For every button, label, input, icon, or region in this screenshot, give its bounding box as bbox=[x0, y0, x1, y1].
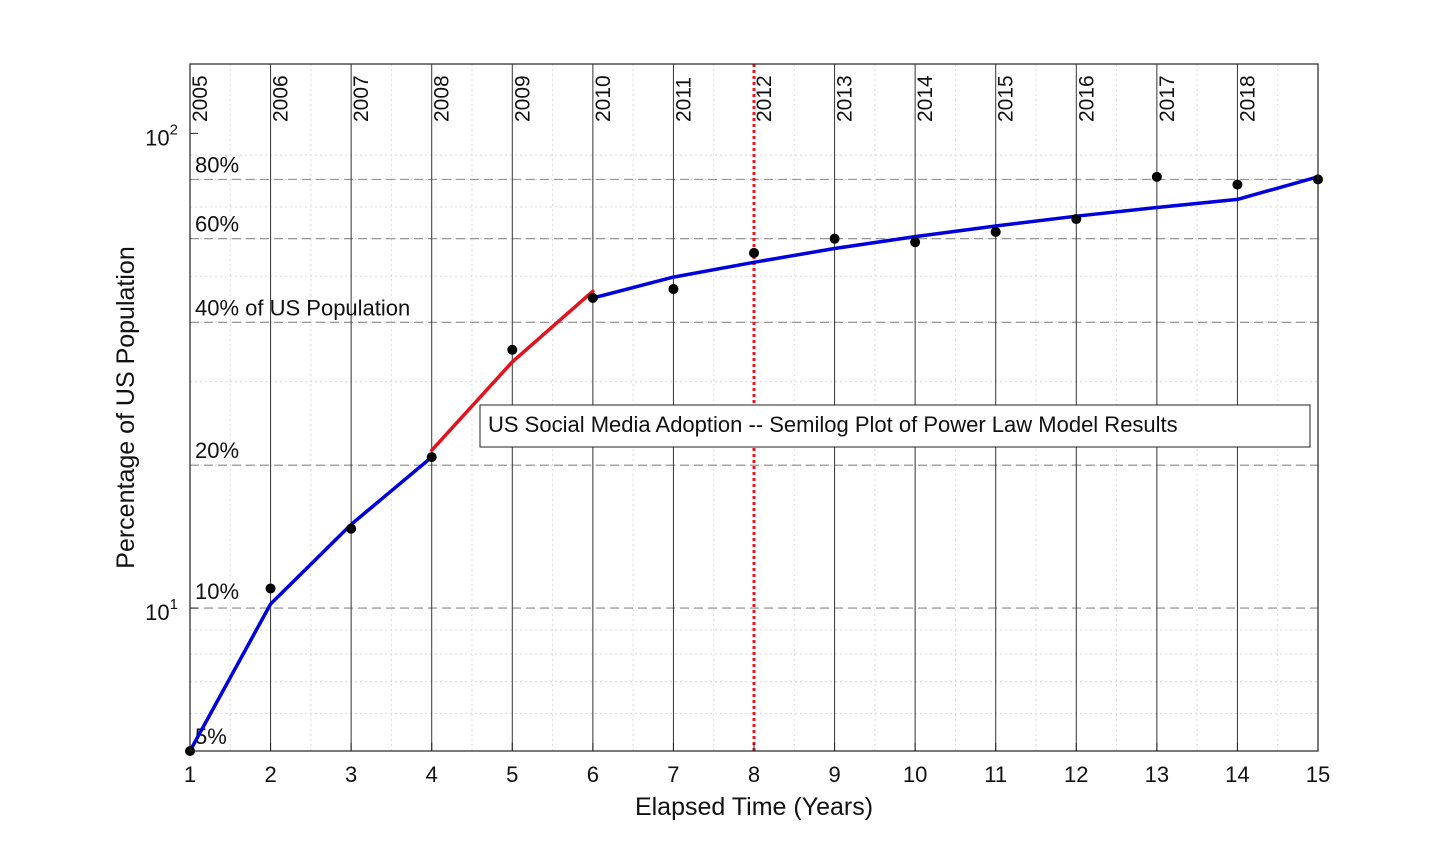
x-axis-title: Elapsed Time (Years) bbox=[635, 793, 873, 821]
x-tick-label: 9 bbox=[828, 762, 840, 787]
data-points bbox=[185, 171, 1323, 756]
y-tick-exponent: 1 bbox=[170, 596, 178, 613]
data-point bbox=[829, 233, 840, 244]
x-tick-label: 12 bbox=[1064, 762, 1088, 787]
data-point bbox=[1232, 179, 1243, 190]
y-axis-title: Percentage of US Population bbox=[112, 246, 140, 568]
year-label: 2007 bbox=[350, 75, 373, 122]
data-point bbox=[668, 284, 679, 295]
year-label: 2016 bbox=[1075, 75, 1098, 122]
year-label: 2017 bbox=[1156, 75, 1179, 122]
level-label: 60% bbox=[195, 212, 239, 237]
level-label: 5% bbox=[195, 724, 227, 749]
year-label: 2006 bbox=[270, 75, 293, 122]
series-line bbox=[188, 455, 434, 753]
level-label: 40% of US Population bbox=[195, 295, 410, 320]
x-tick-label: 5 bbox=[506, 762, 518, 787]
x-tick-label: 2 bbox=[264, 762, 276, 787]
level-label: 10% bbox=[195, 579, 239, 604]
data-point bbox=[910, 237, 921, 248]
x-tick-label: 7 bbox=[667, 762, 679, 787]
x-tick-label: 3 bbox=[345, 762, 357, 787]
x-tick-label: 11 bbox=[984, 762, 1007, 787]
level-labels: 80% 60% 40% of US Population 20% 10% 5% bbox=[195, 152, 410, 749]
year-label: 2008 bbox=[431, 75, 454, 122]
data-point bbox=[346, 523, 357, 534]
x-tick-label: 10 bbox=[903, 762, 927, 787]
data-point bbox=[587, 292, 598, 303]
year-label: 2010 bbox=[592, 75, 615, 122]
x-tick-label: 15 bbox=[1306, 762, 1330, 787]
x-tick-label: 13 bbox=[1145, 762, 1169, 787]
y-tick-exponent: 2 bbox=[170, 121, 178, 138]
year-label: 2009 bbox=[511, 75, 534, 122]
year-label: 2012 bbox=[753, 75, 776, 122]
year-label: 2013 bbox=[834, 75, 857, 122]
series-line bbox=[429, 289, 595, 453]
series-lines bbox=[188, 175, 1320, 753]
chart-title: US Social Media Adoption -- Semilog Plot… bbox=[488, 412, 1178, 437]
year-label: 2011 bbox=[672, 77, 695, 122]
data-point bbox=[265, 583, 276, 594]
data-point bbox=[507, 344, 518, 355]
y-tick-base: 10 bbox=[145, 125, 169, 150]
y-tick-label: 101 bbox=[145, 596, 178, 625]
x-tick-label: 1 bbox=[184, 762, 196, 787]
data-point bbox=[749, 247, 759, 258]
year-label: 2014 bbox=[914, 75, 937, 122]
data-point bbox=[1071, 214, 1082, 225]
data-point bbox=[1151, 171, 1162, 182]
level-label: 80% bbox=[195, 152, 239, 177]
year-label: 2005 bbox=[189, 75, 212, 122]
x-tick-label: 6 bbox=[587, 762, 599, 787]
title-box-frame bbox=[479, 404, 1311, 448]
y-tick-base: 10 bbox=[145, 600, 169, 625]
x-tick-label: 8 bbox=[748, 762, 760, 787]
chart-title-box: US Social Media Adoption -- Semilog Plot… bbox=[479, 404, 1311, 448]
data-point bbox=[990, 226, 1001, 237]
year-labels: 2005 2006 2007 2008 2009 2010 2011 2012 2013 2014… bbox=[189, 75, 1259, 122]
reference-lines bbox=[190, 178, 1318, 609]
series-line bbox=[591, 175, 1320, 300]
x-axis-ticks: 1 2 3 4 5 6 7 8 9 10 11 12 13 14 15 bbox=[184, 743, 1330, 787]
year-label: 2015 bbox=[995, 75, 1018, 122]
x-tick-label: 14 bbox=[1225, 762, 1249, 787]
level-label: 20% bbox=[195, 438, 239, 463]
y-tick-label: 102 bbox=[145, 121, 178, 150]
data-point bbox=[426, 452, 437, 463]
x-tick-label: 4 bbox=[426, 762, 438, 787]
year-label: 2018 bbox=[1236, 75, 1259, 122]
